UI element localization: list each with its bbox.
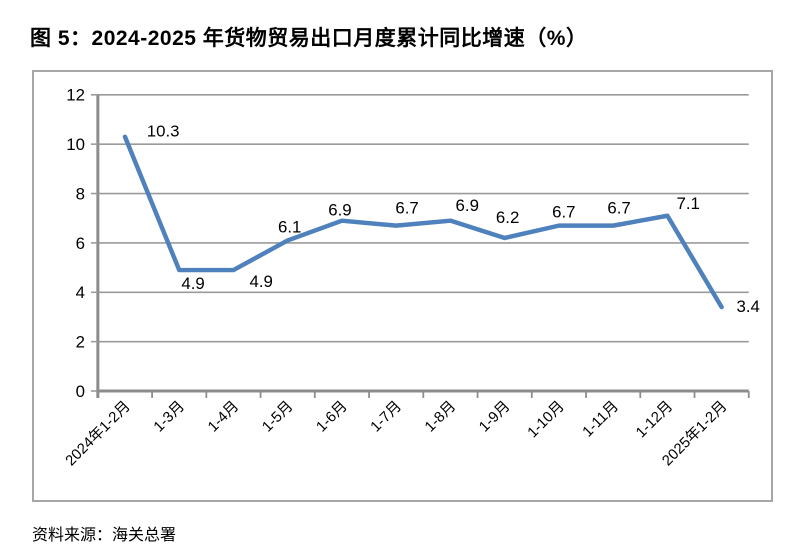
gridlines xyxy=(97,93,749,343)
svg-text:8: 8 xyxy=(76,184,85,203)
svg-text:1-7月: 1-7月 xyxy=(368,398,405,435)
svg-text:6.1: 6.1 xyxy=(278,218,301,237)
svg-text:6.7: 6.7 xyxy=(552,203,575,222)
svg-text:6.7: 6.7 xyxy=(607,199,630,218)
svg-text:1-11月: 1-11月 xyxy=(580,398,622,440)
svg-text:1-12月: 1-12月 xyxy=(633,398,676,441)
axes xyxy=(90,93,750,398)
svg-text:4.9: 4.9 xyxy=(249,272,272,291)
svg-text:2: 2 xyxy=(76,333,85,352)
svg-text:1-9月: 1-9月 xyxy=(476,398,513,435)
svg-text:4: 4 xyxy=(76,283,85,302)
svg-text:12: 12 xyxy=(66,86,85,105)
svg-text:1-4月: 1-4月 xyxy=(205,398,242,435)
data-labels: 10.3 4.9 4.9 6.1 6.9 6.7 6.9 6.2 6.7 6.7 7.1 3.4 xyxy=(147,122,760,316)
svg-text:3.4: 3.4 xyxy=(737,297,760,316)
svg-text:1-10月: 1-10月 xyxy=(525,398,568,441)
x-axis-labels: 2024年1-2月 1-3月 1-4月 1-5月 1-6月 1-7月 1-8月 1-9月 1-1… xyxy=(62,398,730,470)
y-axis-labels: 0 2 4 6 8 10 12 xyxy=(66,86,85,401)
svg-text:1-8月: 1-8月 xyxy=(422,398,459,435)
svg-text:6: 6 xyxy=(76,234,85,253)
chart-frame: 0 2 4 6 8 10 12 2024年1-2月 1-3月 1-4月 1-5月 1-6月 1-7月 1-… xyxy=(32,70,773,502)
svg-text:0: 0 xyxy=(76,382,85,401)
svg-text:7.1: 7.1 xyxy=(677,194,700,213)
svg-text:6.9: 6.9 xyxy=(328,201,351,220)
source-note: 资料来源：海关总署 xyxy=(32,527,177,544)
svg-text:6.2: 6.2 xyxy=(496,208,519,227)
svg-text:10.3: 10.3 xyxy=(147,122,180,141)
series-line xyxy=(122,134,724,310)
svg-text:1-6月: 1-6月 xyxy=(314,398,351,435)
svg-text:6.9: 6.9 xyxy=(456,196,479,215)
svg-text:1-3月: 1-3月 xyxy=(151,398,188,435)
svg-text:1-5月: 1-5月 xyxy=(259,398,296,435)
svg-text:10: 10 xyxy=(66,135,85,154)
svg-text:2024年1-2月: 2024年1-2月 xyxy=(62,398,134,470)
line-chart: 0 2 4 6 8 10 12 2024年1-2月 1-3月 1-4月 1-5月 1-6月 1-7月 1-… xyxy=(62,86,760,470)
chart-title: 图 5：2024-2025 年货物贸易出口月度累计同比增速（%） xyxy=(30,27,588,50)
svg-text:4.9: 4.9 xyxy=(181,274,204,293)
svg-text:6.7: 6.7 xyxy=(395,199,418,218)
